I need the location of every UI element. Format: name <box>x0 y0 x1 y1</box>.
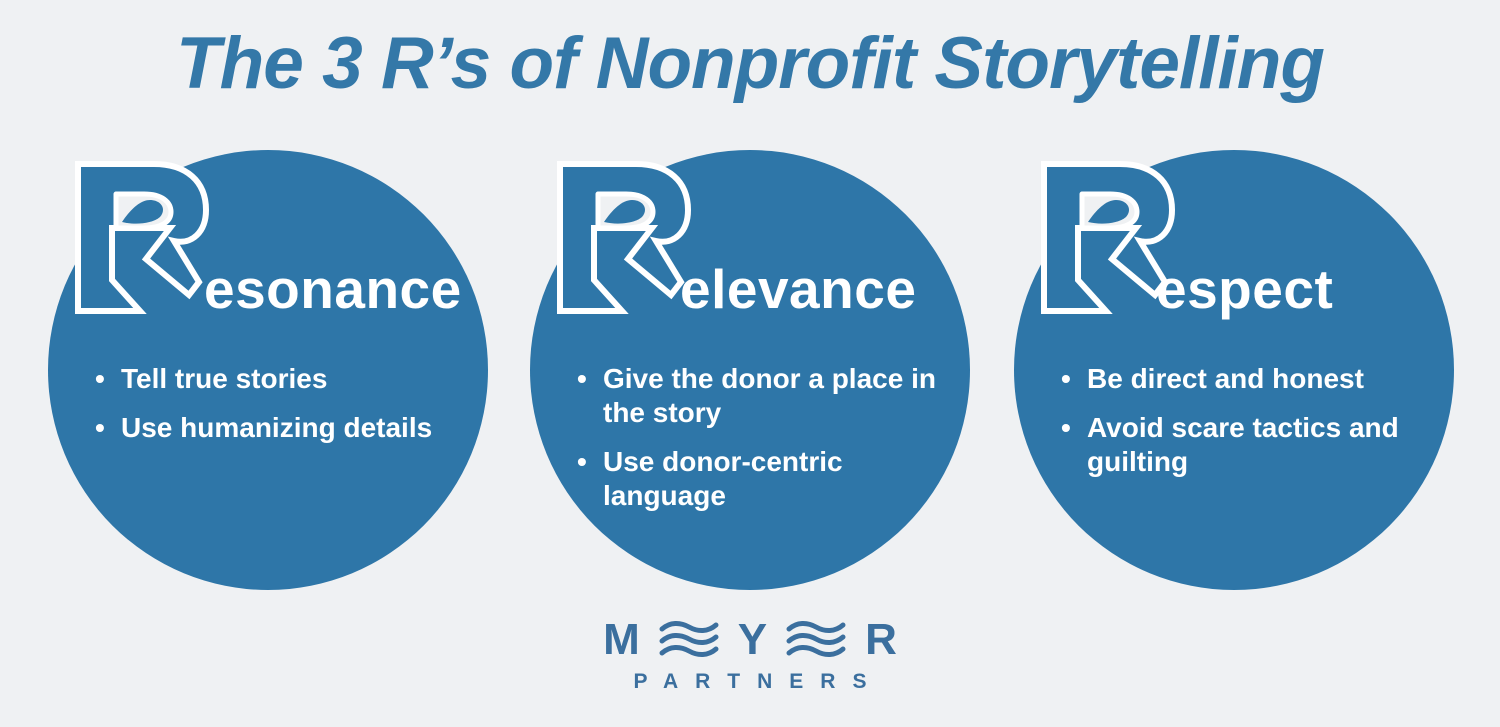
circle-relevance: elevance Give the donor a place in the s… <box>530 150 970 590</box>
wave-lines-icon <box>786 621 846 657</box>
bullet-item: Use humanizing details <box>95 411 473 445</box>
logo-partners-text: PARTNERS <box>633 670 884 693</box>
meyer-partners-logo: M Y R PARTNERS <box>0 618 1500 693</box>
bullet-item: Give the donor a place in the story <box>577 362 955 430</box>
logo-letter-m: M <box>603 615 640 664</box>
bullet-item: Tell true stories <box>95 362 473 396</box>
bullet-list-respect: Be direct and honest Avoid scare tactics… <box>1061 362 1439 494</box>
circle-word-relevance: elevance <box>680 258 917 320</box>
circle-respect: espect Be direct and honest Avoid scare … <box>1014 150 1454 590</box>
logo-wordmark: M Y R <box>603 618 897 662</box>
bullet-item: Use donor-centric language <box>577 445 955 513</box>
logo-letter-y: Y <box>737 615 768 664</box>
page-title: The 3 R’s of Nonprofit Storytelling <box>176 23 1325 104</box>
logo-letter-r: R <box>865 615 897 664</box>
circle-resonance: esonance Tell true stories Use humanizin… <box>48 150 488 590</box>
bullet-list-resonance: Tell true stories Use humanizing details <box>95 362 473 460</box>
bullet-list-relevance: Give the donor a place in the story Use … <box>577 362 955 528</box>
letter-r-graphic <box>1034 158 1176 316</box>
letter-r-graphic <box>550 158 692 316</box>
bullet-item: Be direct and honest <box>1061 362 1439 396</box>
letter-r-graphic <box>68 158 210 316</box>
wave-lines-icon <box>659 621 719 657</box>
circle-word-respect: espect <box>1156 258 1334 320</box>
bullet-item: Avoid scare tactics and guilting <box>1061 411 1439 479</box>
circle-word-resonance: esonance <box>204 258 462 320</box>
